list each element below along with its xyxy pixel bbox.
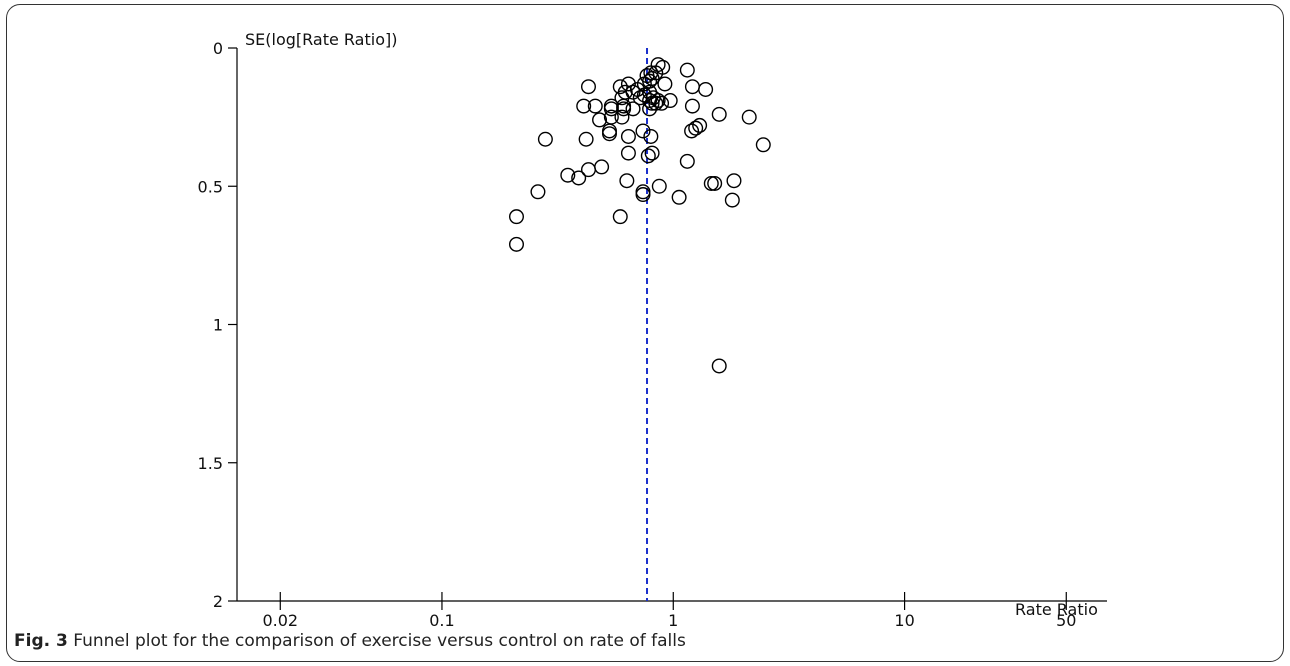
x-tick-label: 50 [1056,611,1076,630]
data-point [698,81,714,97]
x-axis-title: Rate Ratio [1015,600,1098,619]
data-point [671,189,687,205]
data-point [614,90,630,106]
y-tick-label: 0.5 [198,177,223,196]
data-point [692,117,708,133]
y-tick-label: 1 [213,316,223,335]
data-point [640,148,656,164]
data-point [580,79,596,95]
x-tick-label: 1 [668,611,678,630]
data-point [657,76,673,92]
data-point [620,145,636,161]
data-point [684,123,700,139]
data-point [724,192,740,208]
data-point [679,153,695,169]
x-axis: 0.02 0.1 1 10 50 [237,592,1107,630]
data-point [654,95,670,111]
x-tick-label: 10 [894,611,914,630]
data-point [711,358,727,374]
data-point [601,123,617,139]
data-point [576,98,592,114]
data-point [592,112,608,128]
data-point [594,159,610,175]
data-point [580,162,596,178]
data-point [620,128,636,144]
data-point [635,123,651,139]
data-point [571,170,587,186]
data-point [642,101,658,117]
data-point [625,101,641,117]
caption-text: Funnel plot for the comparison of exerci… [67,631,686,651]
y-tick-label: 0 [213,39,223,58]
data-point [644,145,660,161]
y-axis: 0 0.5 1 1.5 2 [198,39,238,611]
data-point [643,65,659,81]
data-point [560,167,576,183]
data-point [612,209,628,225]
data-point [619,173,635,189]
caption-label: Fig. 3 [14,631,68,651]
data-point [651,178,667,194]
data-point [711,106,727,122]
data-point [684,79,700,95]
data-point [684,98,700,114]
data-point [537,131,553,147]
data-points [508,57,771,374]
funnel-plot: 0 0.5 1 1.5 2 0.02 0.1 1 10 50 SE(log[Rate Ratio… [198,30,1107,630]
data-point [508,209,524,225]
data-point [679,62,695,78]
data-point [726,173,742,189]
data-point [662,93,678,109]
data-point [601,126,617,142]
data-point [688,120,704,136]
data-point [508,236,524,252]
data-point [578,131,594,147]
data-point [636,87,652,103]
data-point [603,101,619,117]
x-tick-label: 0.02 [262,611,298,630]
x-tick-label: 0.1 [429,611,454,630]
figure-caption: Fig. 3 Funnel plot for the comparison of… [14,631,686,651]
data-point [703,175,719,191]
y-tick-label: 2 [213,592,223,611]
data-point [530,184,546,200]
y-axis-title: SE(log[Rate Ratio]) [245,30,397,49]
data-point [614,109,630,125]
data-point [643,128,659,144]
figure-frame: 0 0.5 1 1.5 2 0.02 0.1 1 10 50 SE(log[Rate Ratio… [6,4,1284,662]
data-point [741,109,757,125]
y-tick-label: 1.5 [198,454,223,473]
data-point [755,137,771,153]
data-point [587,98,603,114]
data-point [635,187,651,203]
data-point [612,79,628,95]
data-point [707,175,723,191]
data-point [650,57,666,73]
data-point [620,76,636,92]
data-point [616,101,632,117]
